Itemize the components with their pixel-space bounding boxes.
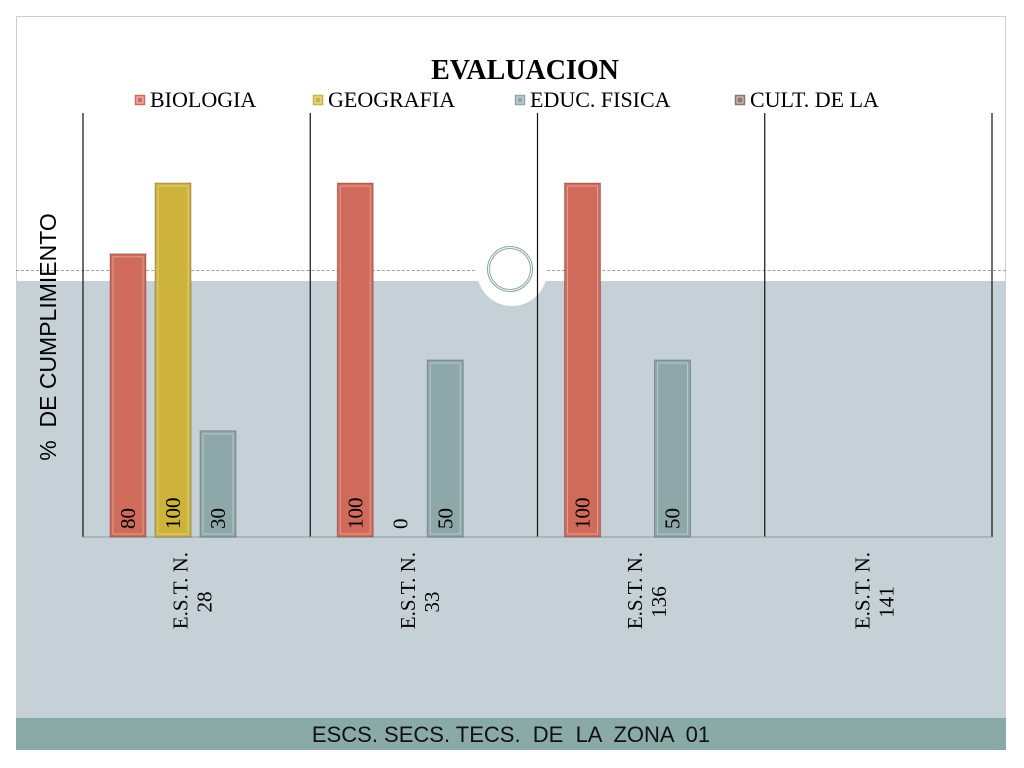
bar-educ-fisica — [654, 359, 691, 538]
bars — [109, 182, 691, 538]
x-tick-label-line: 136 — [647, 586, 671, 618]
data-label-educ-fisica: 30 — [206, 508, 230, 529]
x-tick-label-line: 28 — [193, 592, 217, 613]
bar-educ-fisica — [199, 430, 237, 538]
legend-swatch-inner-biologia — [136, 96, 144, 104]
x-tick-label-line: E.S.T. N. — [169, 552, 193, 629]
legend-swatch-educ-fisica — [513, 93, 527, 107]
bar-biologia — [564, 182, 601, 538]
bar-educ-fisica — [426, 359, 464, 538]
x-tick-label: E.S.T. N.141 — [850, 552, 898, 629]
data-label-geografia: 100 — [161, 498, 185, 530]
legend-swatch-inner-geografia — [314, 96, 322, 104]
chart-title: EVALUACION — [431, 55, 619, 86]
data-label-educ-fisica: 50 — [433, 508, 457, 529]
bar-biologia — [109, 253, 147, 538]
x-tick-label-line: E.S.T. N. — [850, 552, 874, 629]
category-separators — [82, 113, 993, 537]
legend-swatch-geografia — [311, 93, 325, 107]
x-tick-label: E.S.T. N.33 — [396, 552, 444, 629]
bar-inner-biologia — [112, 256, 144, 535]
x-tick-label: E.S.T. N.28 — [169, 552, 217, 629]
bar-inner-biologia — [567, 185, 598, 535]
y-axis-label: % DE CUMPLIMIENTO — [35, 213, 61, 461]
bar-biologia — [336, 182, 374, 538]
data-label-geografia: 0 — [388, 519, 412, 530]
footer-banner: ESCS. SECS. TECS. DE LA ZONA 01 — [16, 718, 1006, 750]
data-label-biologia: 100 — [343, 498, 367, 530]
legend-swatch-cult-de-la — [733, 93, 747, 107]
data-label-biologia: 100 — [571, 498, 595, 530]
bar-inner-geografia — [157, 185, 189, 535]
x-tick-label: E.S.T. N.136 — [623, 552, 671, 629]
x-tick-label-line: E.S.T. N. — [623, 552, 647, 629]
legend-swatch-inner-educ-fisica — [516, 96, 524, 104]
legend-label-geografia: GEOGRAFIA — [328, 87, 455, 112]
x-tick-label-line: 33 — [420, 592, 444, 613]
circle-ornament — [487, 246, 533, 292]
bar-inner-biologia — [339, 185, 371, 535]
legend-swatch-biologia — [133, 93, 147, 107]
legend: BIOLOGIA GEOGRAFIA EDUC. FISICA CULT. DE LA — [133, 87, 879, 112]
legend-swatch-inner-cult-de-la — [736, 96, 744, 104]
bar-inner-educ-fisica — [202, 433, 234, 535]
bar-geografia — [154, 182, 192, 538]
legend-label-educ-fisica: EDUC. FISICA — [530, 87, 671, 112]
x-tick-labels: E.S.T. N.28 E.S.T. N.33 E.S.T. N.136 E.S.T.… — [169, 552, 899, 629]
bar-inner-educ-fisica — [657, 362, 688, 535]
data-label-educ-fisica: 50 — [661, 508, 685, 529]
data-label-biologia: 80 — [116, 508, 140, 529]
x-tick-label-line: 141 — [874, 586, 898, 618]
bar-inner-educ-fisica — [429, 362, 461, 535]
x-tick-label-line: E.S.T. N. — [396, 552, 420, 629]
legend-label-cult-de-la: CULT. DE LA — [750, 87, 879, 112]
data-labels: 80 100 30 100 0 50 100 50 — [116, 498, 685, 530]
legend-label-biologia: BIOLOGIA — [150, 87, 256, 112]
